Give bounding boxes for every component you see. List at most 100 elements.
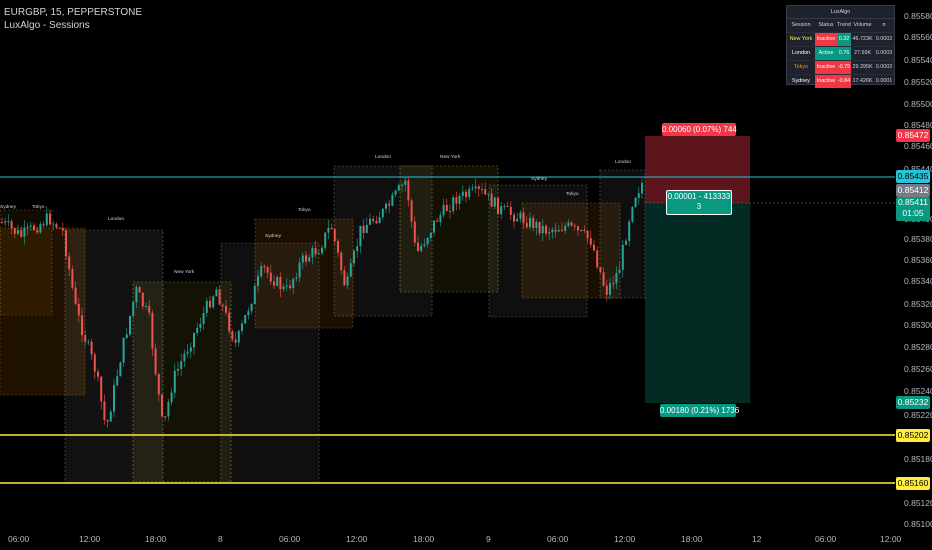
candle-body: [538, 221, 541, 234]
candle-body: [458, 195, 461, 204]
candle-body: [116, 376, 119, 386]
col-trend: Trend: [837, 22, 851, 28]
candle-body: [221, 304, 224, 306]
candle-body: [170, 392, 173, 403]
candle-body: [289, 285, 291, 289]
candle-body: [58, 227, 61, 229]
candle-body: [628, 221, 631, 241]
candle-body: [7, 221, 10, 223]
candle-body: [55, 223, 58, 228]
time-tick: 8: [218, 534, 223, 544]
candle-body: [292, 278, 295, 289]
candle-body: [148, 306, 151, 313]
candle-body: [353, 251, 355, 264]
session-label-london-3: London: [615, 160, 632, 165]
candle-body: [513, 214, 515, 222]
candle-body: [263, 266, 266, 268]
candle-body: [484, 189, 487, 195]
candle-body: [308, 257, 311, 262]
candle-body: [433, 220, 435, 233]
price-tick: 0.85260: [904, 364, 932, 374]
candle-body: [442, 204, 445, 216]
dashboard-title: LuxAlgo: [787, 6, 894, 19]
candle-body: [625, 240, 627, 245]
candle-body: [177, 368, 179, 371]
candle-body: [394, 190, 397, 195]
candle-body: [455, 197, 458, 204]
col-status: Status: [818, 22, 834, 28]
last-price-value: 0.85411: [897, 197, 929, 207]
stop-zone[interactable]: [645, 203, 750, 403]
candle-body: [605, 285, 608, 295]
price-tick: 0.85380: [904, 234, 932, 244]
candle-body: [298, 262, 301, 278]
indicator-title[interactable]: LuxAlgo - Sessions: [4, 20, 90, 31]
candle-body: [228, 312, 231, 332]
candle-body: [29, 225, 32, 227]
price-tick: 0.85320: [904, 299, 932, 309]
candle-body: [68, 256, 71, 270]
volume-value: 17.426K: [852, 78, 873, 84]
price-tick: 0.85220: [904, 410, 932, 420]
time-tick: 9: [486, 534, 491, 544]
price-tick: 0.85520: [904, 77, 932, 87]
candle-body: [391, 194, 394, 206]
candle-body: [477, 186, 480, 190]
support-upper-price-label: 0.85202: [896, 429, 930, 442]
candle-body: [45, 213, 48, 226]
candle-body: [186, 351, 189, 354]
candle-body: [593, 244, 595, 251]
candle-body: [471, 188, 474, 190]
candle-body: [4, 221, 7, 223]
candle-body: [541, 225, 544, 234]
candle-body: [423, 244, 426, 246]
session-label-london: London: [108, 217, 125, 222]
candle-body: [388, 203, 391, 206]
candle-body: [23, 227, 26, 237]
time-tick: 06:00: [279, 534, 301, 544]
dashboard-header-row: Session Status Trend Volume σ: [787, 19, 894, 33]
entry-label[interactable]: 0.00001 - 413333 3: [666, 190, 732, 215]
candle-body: [202, 313, 205, 324]
session-label-sydney: Sydney: [0, 205, 16, 210]
candle-body: [141, 292, 144, 307]
candle-body: [305, 255, 307, 262]
candle-body: [481, 189, 483, 191]
session-label-new-york: New York: [174, 270, 195, 275]
time-tick: 12:00: [346, 534, 368, 544]
time-tick: 12: [752, 534, 762, 544]
target-label[interactable]: 0.00060 (0.07%) 744: [662, 123, 737, 136]
candle-body: [269, 272, 272, 282]
candle-body: [535, 221, 538, 229]
candle-body: [209, 300, 211, 308]
candle-body: [36, 230, 39, 233]
time-tick: 18:00: [145, 534, 167, 544]
candle-body: [154, 348, 157, 374]
price-tick: 0.85360: [904, 255, 932, 265]
session-label-new-york-2: New York: [440, 155, 461, 160]
price-tick: 0.85560: [904, 32, 932, 42]
candle-body: [487, 193, 490, 195]
candle-body: [129, 315, 131, 335]
candle-body: [548, 232, 551, 234]
candle-body: [452, 197, 455, 212]
candle-body: [602, 272, 605, 286]
candle-body: [33, 225, 35, 231]
candle-body: [637, 193, 640, 198]
symbol-title[interactable]: EURGBP, 15, PEPPERSTONE: [4, 7, 143, 18]
candle-body: [282, 286, 285, 290]
candle-body: [10, 221, 13, 229]
volume-value: 27.69K: [853, 50, 872, 56]
candle-body: [567, 222, 570, 226]
target-price-label: 0.85472: [896, 129, 930, 142]
sigma-value: 0.0002: [875, 64, 893, 70]
entry-label-line2: 3: [696, 202, 702, 211]
candle-body: [81, 315, 83, 336]
bar-countdown: 01:05: [902, 208, 924, 218]
trend-value: -0.84: [837, 75, 851, 88]
volume-value: 46.723K: [852, 36, 873, 42]
stop-label[interactable]: 0.00180 (0.21%) 1736: [660, 404, 740, 417]
candle-body: [97, 371, 99, 377]
candle-body: [13, 228, 16, 234]
